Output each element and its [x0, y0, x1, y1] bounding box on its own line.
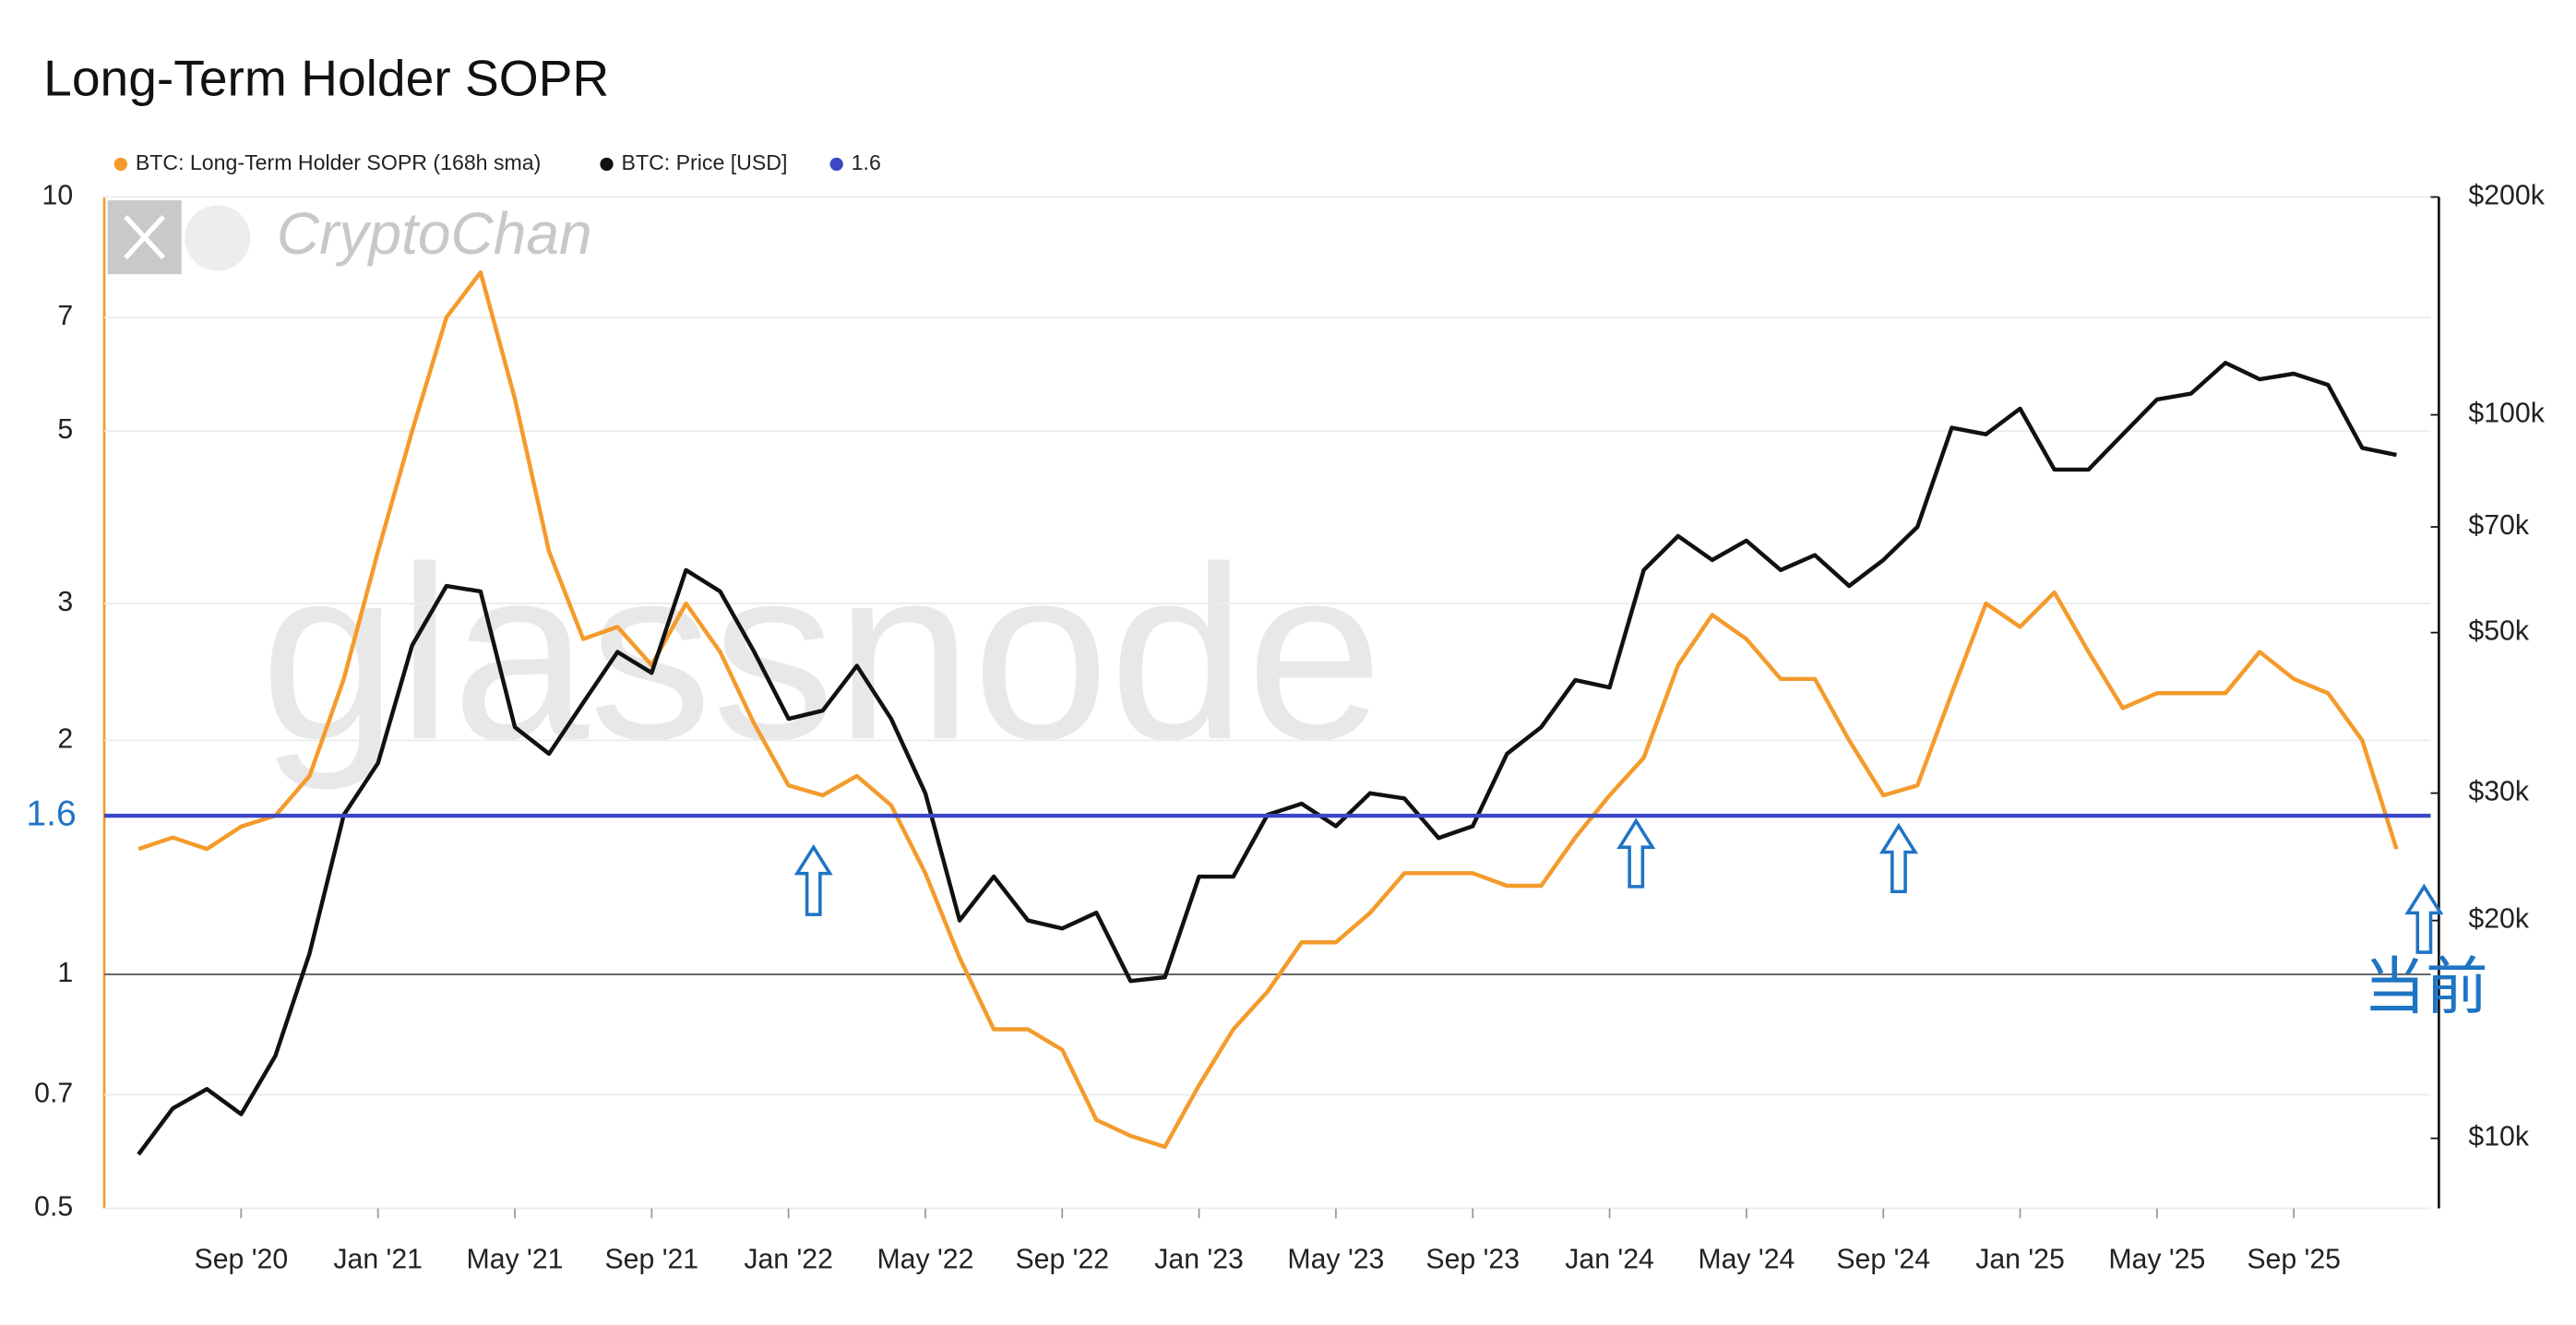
y-tick-label: 7: [57, 301, 73, 331]
y-tick-label: 1: [57, 958, 73, 988]
logo-x-mark: [124, 215, 166, 260]
y-tick-label: 10: [42, 181, 74, 211]
x-tick-label: Jan '22: [744, 1245, 833, 1275]
y2-tick-label: $50k: [2468, 616, 2529, 647]
x-tick-label: May '21: [467, 1245, 564, 1275]
x-tick-label: May '22: [877, 1245, 973, 1275]
x-tick-label: Sep '20: [195, 1245, 289, 1275]
y2-tick-label: $20k: [2468, 904, 2529, 935]
x-tick-label: Sep '21: [604, 1245, 698, 1275]
legend-dot: [600, 157, 614, 172]
annotation-arrows: [793, 818, 2444, 954]
watermark: CryptoChan: [277, 200, 592, 267]
legend-label: BTC: Long-Term Holder SOPR (168h sma): [136, 150, 542, 174]
arrow: [793, 843, 833, 916]
x-tick-label: Jan '21: [333, 1245, 423, 1275]
x-tick-label: Sep '24: [1836, 1245, 1930, 1275]
y2-tick-label: $10k: [2468, 1122, 2529, 1152]
x-tick-label: May '24: [1698, 1245, 1795, 1275]
x-tick-label: Sep '22: [1015, 1245, 1109, 1275]
y2-tick-label: $200k: [2468, 181, 2545, 211]
annotation: 当前: [2364, 953, 2488, 1022]
x-tick-label: Sep '25: [2247, 1245, 2341, 1275]
y2-tick-label: $30k: [2468, 777, 2529, 807]
y-tick-label: 5: [57, 414, 73, 445]
arrow: [2404, 883, 2444, 954]
arrow: [1878, 822, 1918, 894]
x-tick-label: May '23: [1287, 1245, 1384, 1275]
x-tick-label: Jan '24: [1565, 1245, 1654, 1275]
y-tick-label: 0.5: [34, 1192, 73, 1223]
legend-dot: [113, 157, 127, 172]
watermark: glassnode: [260, 515, 1383, 792]
arrow: [1616, 818, 1656, 889]
logo-avatar: [185, 205, 251, 271]
legend-label: BTC: Price [USD]: [622, 150, 788, 174]
x-tick-label: Sep '23: [1425, 1245, 1520, 1275]
y2-tick-label: $100k: [2468, 399, 2545, 429]
x-tick-label: Jan '23: [1154, 1245, 1244, 1275]
y2-tick-label: $70k: [2468, 510, 2529, 541]
y-tick-label: 3: [57, 587, 73, 617]
legend-dot: [829, 157, 843, 172]
y-tick-label: 0.7: [34, 1079, 73, 1109]
y-tick-label: 2: [57, 723, 73, 754]
legend-label: 1.6: [852, 150, 881, 174]
chart-title: Long-Term Holder SOPR: [43, 50, 609, 107]
x-tick-label: Jan '25: [1975, 1245, 2065, 1275]
series-line: [137, 269, 2399, 1150]
x-tick-label: May '25: [2108, 1245, 2205, 1275]
threshold-label: 1.6: [26, 794, 76, 833]
